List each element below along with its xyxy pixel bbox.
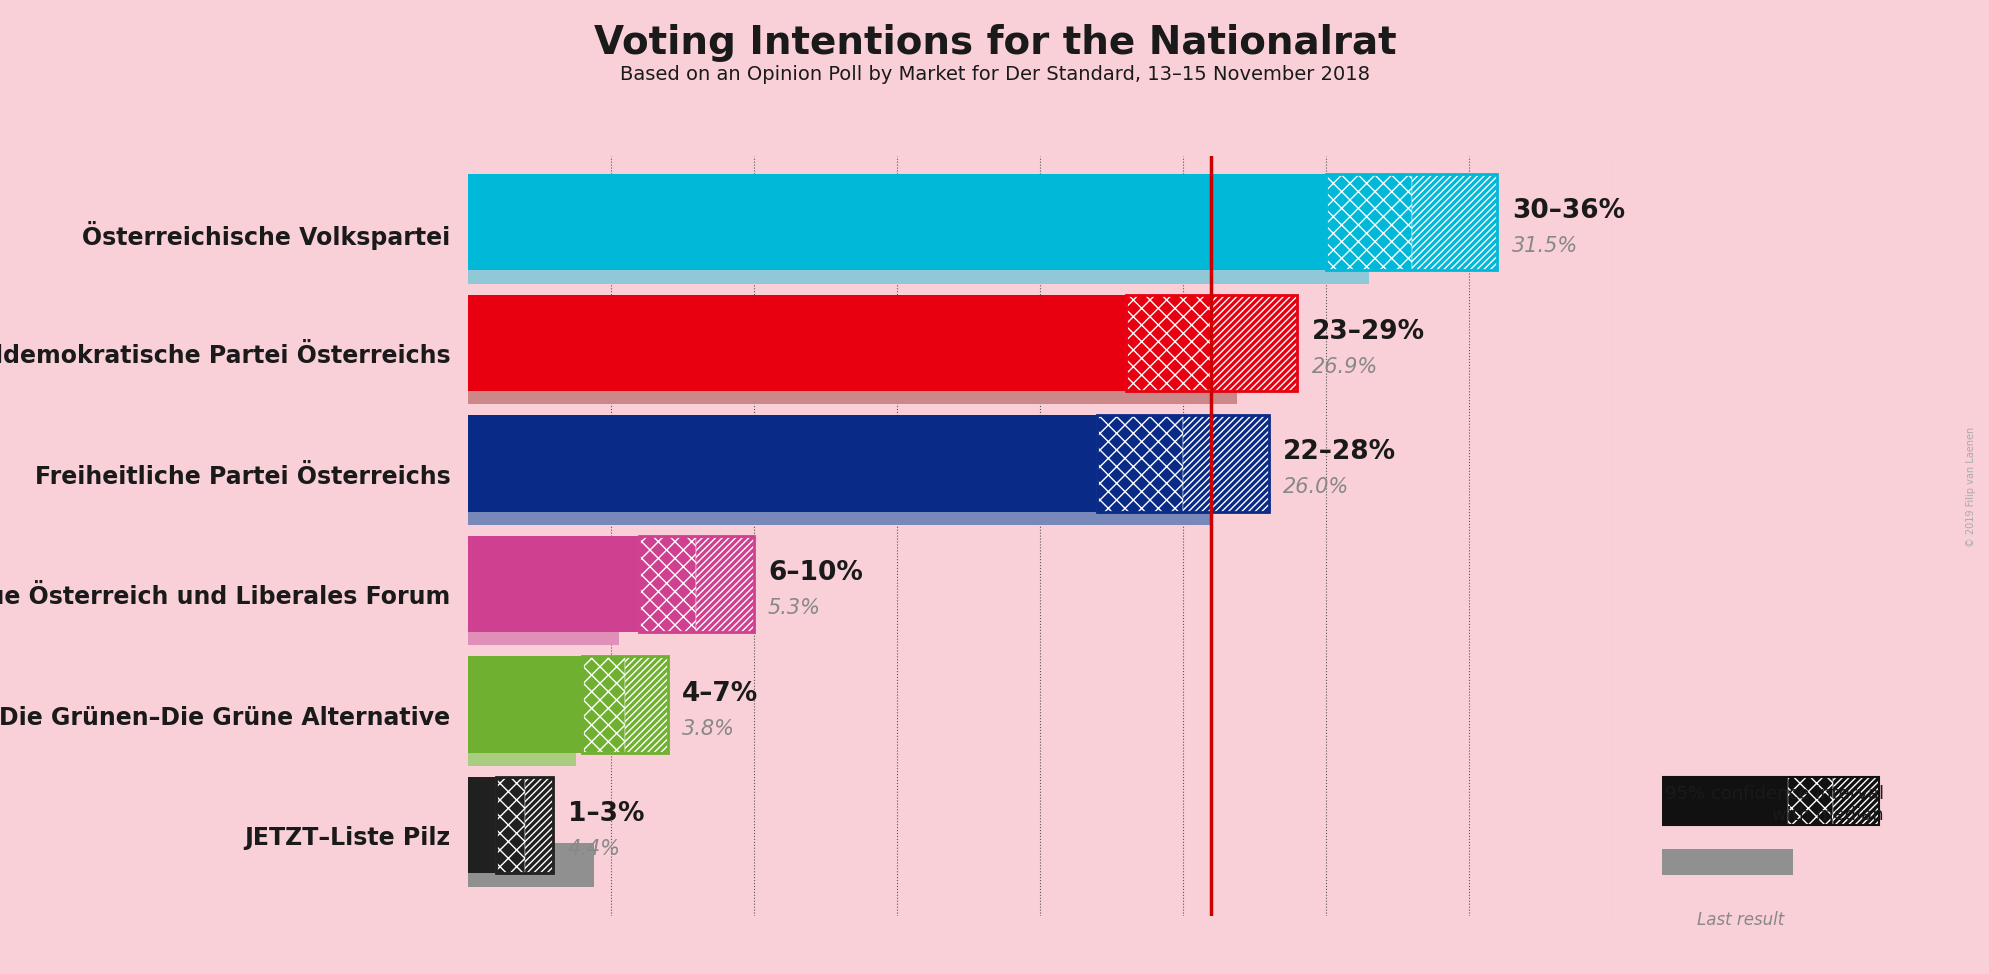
Text: © 2019 Filip van Laenen: © 2019 Filip van Laenen [1965,427,1975,547]
Bar [495,777,525,874]
Bar [1181,415,1269,511]
Text: JETZT–Liste Pilz: JETZT–Liste Pilz [245,826,450,850]
Bar [467,415,1096,511]
Bar [467,294,1126,391]
Bar [1096,415,1181,511]
Bar [1661,849,1792,876]
Bar [467,360,1237,404]
Bar [467,723,577,766]
Text: 30–36%: 30–36% [1512,199,1625,224]
Bar [1832,777,1878,825]
Bar [467,656,581,753]
Text: 26.0%: 26.0% [1283,477,1349,498]
Bar [467,602,619,646]
Text: 95% confidence interval
with median: 95% confidence interval with median [1663,785,1884,824]
Bar [467,241,1368,283]
Bar [696,536,754,632]
Text: NEOS–Das Neue Österreich und Liberales Forum: NEOS–Das Neue Österreich und Liberales F… [0,585,450,609]
Bar [467,174,1325,271]
Text: Voting Intentions for the Nationalrat: Voting Intentions for the Nationalrat [593,24,1396,62]
Bar [581,656,625,753]
Text: 26.9%: 26.9% [1311,356,1376,377]
Bar [525,777,553,874]
Text: Based on an Opinion Poll by Market for Der Standard, 13–15 November 2018: Based on an Opinion Poll by Market for D… [621,65,1368,85]
Bar [638,536,696,632]
Bar [1325,174,1410,271]
Bar [467,777,495,874]
Text: 6–10%: 6–10% [768,560,863,586]
Text: 23–29%: 23–29% [1311,318,1424,345]
Bar [1786,777,1832,825]
Text: 5.3%: 5.3% [768,598,821,618]
Bar [625,656,668,753]
Bar [467,536,638,632]
Text: Last result: Last result [1697,911,1784,928]
Bar [1661,777,1786,825]
Text: Österreichische Volkspartei: Österreichische Volkspartei [82,221,450,250]
Bar [467,843,593,886]
Bar [1410,174,1496,271]
Text: 1–3%: 1–3% [567,802,644,827]
Bar [1211,294,1297,391]
Text: 31.5%: 31.5% [1512,237,1577,256]
Text: Die Grünen–Die Grüne Alternative: Die Grünen–Die Grüne Alternative [0,706,450,730]
Text: Sozialdemokratische Partei Österreichs: Sozialdemokratische Partei Österreichs [0,344,450,368]
Text: 4–7%: 4–7% [682,681,758,707]
Text: 3.8%: 3.8% [682,719,734,738]
Text: 22–28%: 22–28% [1283,439,1396,466]
Bar [1126,294,1211,391]
Bar [467,481,1211,525]
Text: 4.4%: 4.4% [567,840,621,859]
Text: Freiheitliche Partei Österreichs: Freiheitliche Partei Österreichs [34,465,450,489]
